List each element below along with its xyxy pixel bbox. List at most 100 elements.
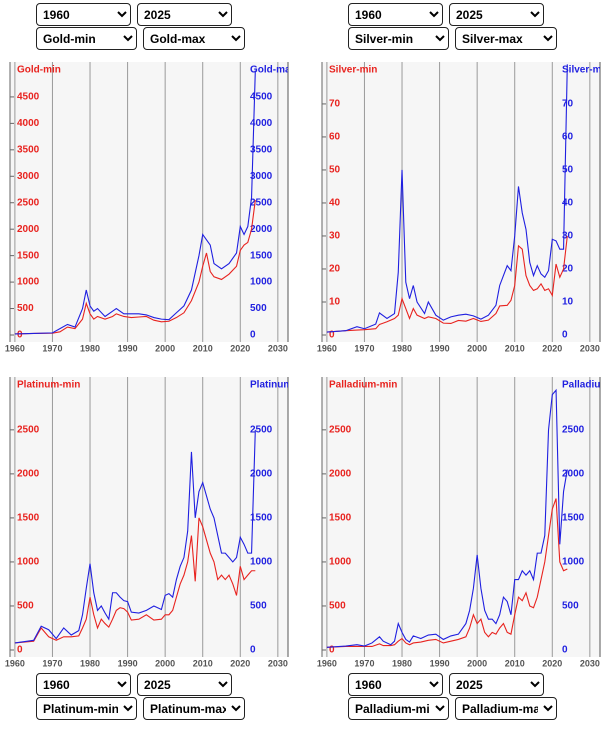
x-tick-label: 2020 <box>230 343 250 353</box>
y2-tick-label: 0 <box>562 645 568 656</box>
x-tick-label: 2000 <box>155 658 175 668</box>
x-tick-label: 1970 <box>42 658 62 668</box>
max-select[interactable]: Platinum-max <box>143 697 245 720</box>
y-tick-label: 0 <box>329 330 335 341</box>
y2-tick-label: 3500 <box>250 144 273 155</box>
chart-panel: 1960 1970 1980 1990 2000 2010 2020 2030 0 500 1000… <box>5 62 297 353</box>
series-line <box>326 64 568 333</box>
y2-tick-label: 2500 <box>250 197 273 208</box>
plot-content: 0 500 1000 1500 2000 2500 3000 3500 4000 4500 0 500… <box>10 65 297 341</box>
y2-tick-label: 3000 <box>250 171 273 182</box>
series-line <box>326 498 568 648</box>
y2-tick-label: 500 <box>562 601 579 612</box>
chart-panel: 1960 1970 1980 1990 2000 2010 2020 2030 0 500 1000… <box>317 377 606 668</box>
y-tick-label: 4500 <box>17 92 40 103</box>
x-tick-label: 2020 <box>542 658 562 668</box>
y2-tick-label: 2500 <box>562 424 585 435</box>
y-tick-label: 50 <box>329 165 341 176</box>
y-tick-label: 2500 <box>17 197 40 208</box>
x-tick-label: 1980 <box>80 343 100 353</box>
y-tick-label: 2500 <box>17 424 40 435</box>
legend-label: Palladium-max <box>562 380 606 391</box>
y2-tick-label: 1000 <box>250 557 273 568</box>
x-tick-label: 1990 <box>430 343 450 353</box>
x-tick-label: 2020 <box>230 658 250 668</box>
y2-tick-label: 10 <box>562 297 574 308</box>
from-select[interactable]: 1960 <box>36 3 131 26</box>
to-select[interactable]: 2025 <box>449 673 544 696</box>
y2-tick-label: 500 <box>250 303 267 314</box>
plot-content: 0 500 1000 1500 2000 2500 0 500 1000 1500 2000 2500… <box>10 380 316 656</box>
y2-tick-label: 1500 <box>250 513 273 524</box>
min-select[interactable]: Gold-min <box>36 27 137 50</box>
y2-tick-label: 0 <box>562 330 568 341</box>
y2-tick-label: 0 <box>250 330 256 341</box>
plot-content: 0 500 1000 1500 2000 2500 0 500 1000 1500 2000 2500… <box>322 380 606 656</box>
legend-label: Gold-min <box>17 65 61 76</box>
y2-tick-label: 4000 <box>250 118 273 129</box>
to-select[interactable]: 2025 <box>137 3 232 26</box>
y-tick-label: 1000 <box>17 557 40 568</box>
y-tick-label: 20 <box>329 264 341 275</box>
y2-tick-label: 2000 <box>250 224 273 235</box>
x-tick-label: 1990 <box>118 343 138 353</box>
y2-tick-label: 20 <box>562 264 574 275</box>
x-tick-label: 2000 <box>155 343 175 353</box>
chart-panel: 1960 1970 1980 1990 2000 2010 2020 2030 0 500 1000… <box>5 377 316 668</box>
to-select[interactable]: 2025 <box>137 673 232 696</box>
y-tick-label: 1500 <box>17 513 40 524</box>
y2-tick-label: 2500 <box>250 424 273 435</box>
min-select[interactable]: Platinum-min <box>36 697 137 720</box>
x-tick-label: 1960 <box>5 343 25 353</box>
from-select[interactable]: 1960 <box>348 3 443 26</box>
y-tick-label: 500 <box>329 601 346 612</box>
x-tick-label: 2010 <box>505 658 525 668</box>
y-tick-label: 2000 <box>17 224 40 235</box>
max-select[interactable]: Silver-max <box>455 27 557 50</box>
y-tick-label: 3500 <box>17 144 40 155</box>
x-tick-label: 2020 <box>542 343 562 353</box>
y-tick-label: 40 <box>329 198 341 209</box>
y2-tick-label: 1000 <box>250 277 273 288</box>
x-tick-label: 1980 <box>392 658 412 668</box>
max-select[interactable]: Palladium-max <box>455 697 557 720</box>
y-tick-label: 500 <box>17 303 34 314</box>
y2-tick-label: 4500 <box>250 92 273 103</box>
y-tick-label: 1000 <box>17 277 40 288</box>
plot-area <box>322 377 600 657</box>
to-select[interactable]: 2025 <box>449 3 544 26</box>
x-tick-label: 2010 <box>505 343 525 353</box>
x-tick-label: 2000 <box>467 343 487 353</box>
y-tick-label: 1500 <box>329 513 352 524</box>
legend-label: Platinum-max <box>250 380 316 391</box>
x-tick-label: 1980 <box>392 343 412 353</box>
y2-tick-label: 2000 <box>250 469 273 480</box>
y2-tick-label: 1000 <box>562 557 585 568</box>
y-tick-label: 3000 <box>17 171 40 182</box>
max-select[interactable]: Gold-max <box>143 27 245 50</box>
x-tick-label: 2030 <box>268 658 288 668</box>
x-tick-label: 2000 <box>467 658 487 668</box>
y2-tick-label: 1500 <box>250 250 273 261</box>
legend-label: Gold-max <box>250 65 297 76</box>
x-tick-label: 2010 <box>193 658 213 668</box>
from-select[interactable]: 1960 <box>36 673 131 696</box>
x-tick-label: 1970 <box>354 343 374 353</box>
y-tick-label: 2000 <box>17 469 40 480</box>
y-tick-label: 0 <box>17 645 23 656</box>
x-tick-label: 1960 <box>5 658 25 668</box>
series-line <box>14 200 256 335</box>
x-tick-label: 1960 <box>317 343 337 353</box>
from-select[interactable]: 1960 <box>348 673 443 696</box>
y-tick-label: 1000 <box>329 557 352 568</box>
y2-tick-label: 1500 <box>562 513 585 524</box>
min-select[interactable]: Silver-min <box>348 27 449 50</box>
min-select[interactable]: Palladium-min <box>348 697 449 720</box>
y-tick-label: 10 <box>329 297 341 308</box>
series-line <box>14 70 256 335</box>
y2-tick-label: 50 <box>562 165 574 176</box>
y-tick-label: 500 <box>17 601 34 612</box>
y2-tick-label: 2000 <box>562 469 585 480</box>
